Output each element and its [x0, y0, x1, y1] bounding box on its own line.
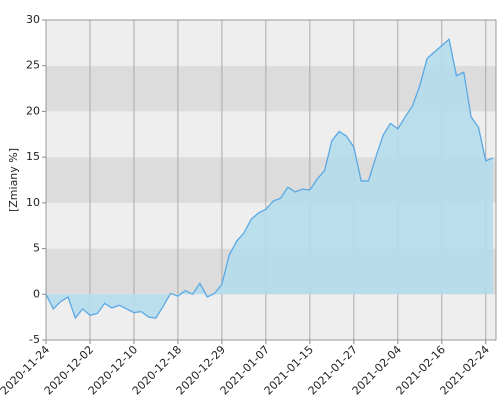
y-axis-label: [Zmiany %] — [7, 148, 20, 212]
background-band — [46, 20, 496, 66]
y-tick-label: 15 — [26, 150, 40, 163]
y-tick-label: -5 — [29, 333, 40, 346]
line — [45, 37, 494, 320]
y-tick-label: 20 — [26, 104, 40, 117]
plot-frame — [45, 19, 497, 341]
y-tick-label: 0 — [33, 287, 40, 300]
area — [46, 39, 494, 319]
y-tick-label: 5 — [33, 242, 40, 255]
y-tick-label: 10 — [26, 196, 40, 209]
y-tick-label: 30 — [26, 13, 40, 26]
y-tick-label: 25 — [26, 59, 40, 72]
